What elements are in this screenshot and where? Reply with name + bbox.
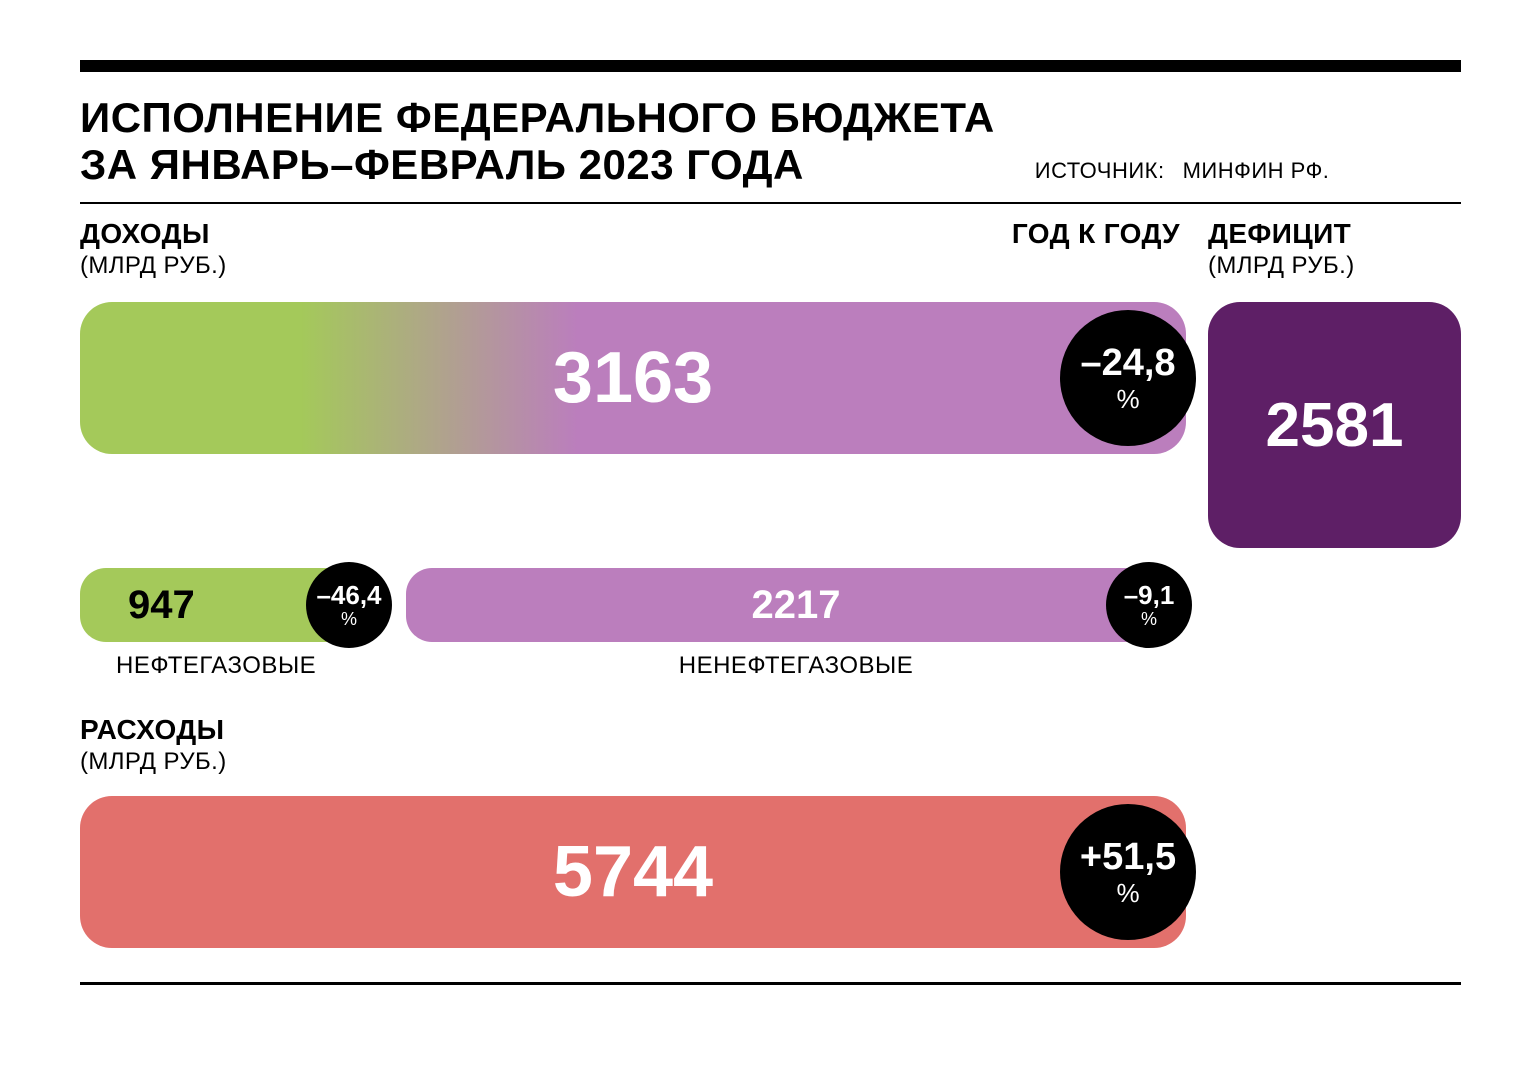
deficit-bar: 2581: [1208, 302, 1461, 548]
expenses-yoy-value: +51,5: [1080, 838, 1176, 876]
bottom-rule: [80, 982, 1461, 985]
revenue-breakdown-row: 947 –46,4 % НЕФТЕГАЗОВЫЕ 2217 –9,1 % НЕН…: [80, 568, 1461, 680]
expenses-header-unit: (МЛРД РУБ.): [80, 748, 1461, 776]
revenue-header: ДОХОДЫ (МЛРД РУБ.): [80, 218, 960, 280]
oil-column: 947 –46,4 % НЕФТЕГАЗОВЫЕ: [80, 568, 386, 680]
pct-sign: %: [1116, 880, 1139, 906]
revenue-header-title: ДОХОДЫ: [80, 218, 960, 250]
oil-yoy-value: –46,4: [316, 582, 381, 608]
yoy-header: ГОД К ГОДУ: [960, 218, 1186, 250]
deficit-header-unit: (МЛРД РУБ.): [1208, 252, 1461, 280]
revenue-deficit-row: 3163 –24,8 % 2581: [80, 302, 1461, 548]
deficit-header: ДЕФИЦИТ (МЛРД РУБ.): [1208, 218, 1461, 280]
pct-sign: %: [341, 610, 357, 628]
deficit-value: 2581: [1266, 390, 1404, 461]
revenue-yoy-value: –24,8: [1080, 344, 1175, 382]
revenue-breakdown: 947 –46,4 % НЕФТЕГАЗОВЫЕ 2217 –9,1 % НЕН…: [80, 568, 1186, 680]
revenue-yoy-badge: –24,8 %: [1060, 310, 1196, 446]
title-line-2: ЗА ЯНВАРЬ–ФЕВРАЛЬ 2023 ГОДА: [80, 141, 995, 188]
expenses-header: РАСХОДЫ (МЛРД РУБ.): [80, 714, 1461, 776]
yoy-header-title: ГОД К ГОДУ: [960, 218, 1180, 250]
oil-label: НЕФТЕГАЗОВЫЕ: [80, 652, 386, 680]
source-label: ИСТОЧНИК:: [1035, 158, 1165, 184]
expenses-bar: 5744 +51,5 %: [80, 796, 1186, 948]
revenue-total-bar: 3163 –24,8 %: [80, 302, 1186, 454]
deficit-header-title: ДЕФИЦИТ: [1208, 218, 1461, 250]
header-row: ДОХОДЫ (МЛРД РУБ.) ГОД К ГОДУ ДЕФИЦИТ (М…: [80, 218, 1461, 280]
nonoil-value: 2217: [406, 583, 1186, 628]
expenses-value: 5744: [80, 831, 1186, 913]
pct-sign: %: [1141, 610, 1157, 628]
divider: [80, 202, 1461, 204]
nonoil-label: НЕНЕФТЕГАЗОВЫЕ: [406, 652, 1186, 680]
source-value: МИНФИН РФ.: [1183, 158, 1330, 184]
revenue-header-unit: (МЛРД РУБ.): [80, 252, 960, 280]
pct-sign: %: [1116, 386, 1139, 412]
source-line: ИСТОЧНИК: МИНФИН РФ.: [1035, 158, 1330, 188]
nonoil-bar: 2217 –9,1 %: [406, 568, 1186, 642]
oil-value: 947: [80, 583, 195, 628]
nonoil-yoy-value: –9,1: [1124, 582, 1175, 608]
oil-yoy-badge: –46,4 %: [306, 562, 392, 648]
oil-bar: 947 –46,4 %: [80, 568, 386, 642]
title-block: ИСПОЛНЕНИЕ ФЕДЕРАЛЬНОГО БЮДЖЕТА ЗА ЯНВАР…: [80, 94, 1461, 188]
top-rule: [80, 60, 1461, 72]
expenses-header-title: РАСХОДЫ: [80, 714, 1461, 746]
nonoil-column: 2217 –9,1 % НЕНЕФТЕГАЗОВЫЕ: [406, 568, 1186, 680]
nonoil-yoy-badge: –9,1 %: [1106, 562, 1192, 648]
page-title: ИСПОЛНЕНИЕ ФЕДЕРАЛЬНОГО БЮДЖЕТА ЗА ЯНВАР…: [80, 94, 995, 188]
expenses-yoy-badge: +51,5 %: [1060, 804, 1196, 940]
revenue-total-value: 3163: [80, 337, 1186, 419]
title-line-1: ИСПОЛНЕНИЕ ФЕДЕРАЛЬНОГО БЮДЖЕТА: [80, 94, 995, 141]
